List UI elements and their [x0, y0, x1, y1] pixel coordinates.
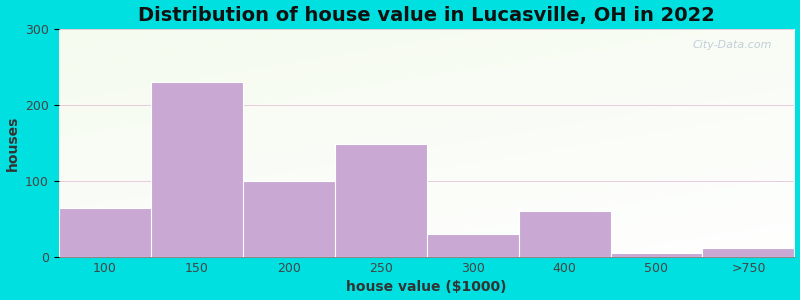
- Title: Distribution of house value in Lucasville, OH in 2022: Distribution of house value in Lucasvill…: [138, 6, 715, 25]
- Bar: [426, 234, 518, 257]
- Bar: [702, 248, 794, 257]
- Bar: [610, 253, 702, 257]
- Bar: [150, 82, 242, 257]
- Bar: [518, 212, 610, 257]
- X-axis label: house value ($1000): house value ($1000): [346, 280, 507, 294]
- Y-axis label: houses: houses: [6, 115, 19, 171]
- Text: City-Data.com: City-Data.com: [693, 40, 772, 50]
- Bar: [242, 181, 334, 257]
- Bar: [58, 208, 150, 257]
- Bar: [334, 145, 426, 257]
